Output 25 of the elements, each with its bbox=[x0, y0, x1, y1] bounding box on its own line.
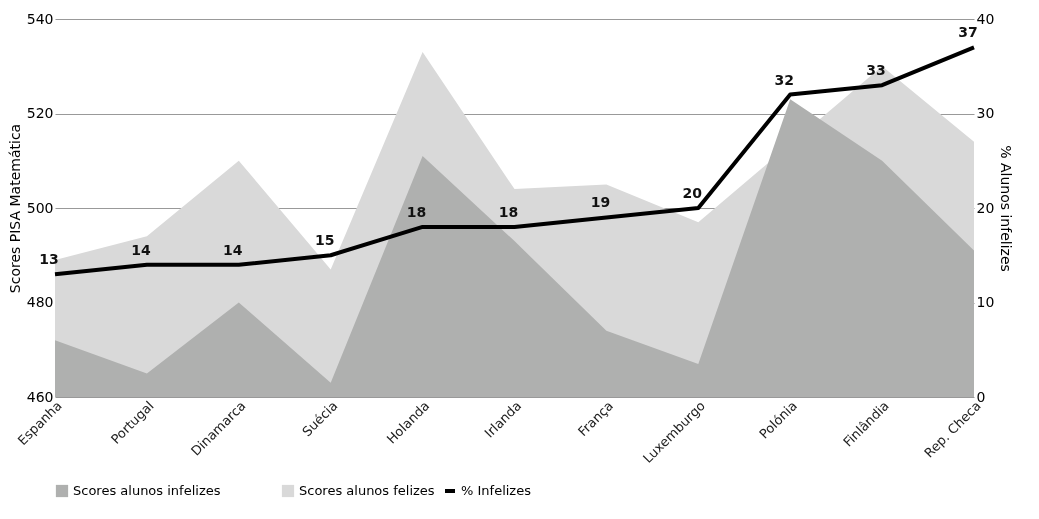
data-label: 14 bbox=[131, 241, 151, 258]
y-tick-label: 520 bbox=[26, 105, 54, 121]
data-label: 20 bbox=[682, 185, 703, 201]
y-tick-label: 460 bbox=[26, 388, 54, 405]
data-label: 14 bbox=[223, 241, 243, 258]
data-label: 18 bbox=[498, 203, 519, 220]
data-label: 37 bbox=[958, 24, 978, 41]
legend-label: Scores alunos felizes bbox=[299, 483, 435, 498]
legend-label: % Infelizes bbox=[461, 483, 532, 498]
data-label: 18 bbox=[406, 203, 427, 220]
data-label: 13 bbox=[39, 251, 59, 268]
y-axis-title: Scores PISA Matemática bbox=[6, 123, 23, 294]
legend-label: Scores alunos infelizes bbox=[73, 483, 221, 498]
y-tick-label: 500 bbox=[26, 199, 54, 216]
y2-tick-label: 10 bbox=[976, 294, 995, 310]
y-tick-label: 480 bbox=[26, 294, 54, 310]
y2-tick-label: 40 bbox=[976, 10, 995, 27]
data-label: 32 bbox=[774, 71, 794, 88]
y2-axis-title: % Alunos infelizes bbox=[998, 145, 1015, 272]
data-label: 15 bbox=[314, 232, 335, 249]
y-tick-label: 540 bbox=[26, 10, 54, 27]
y2-tick-label: 30 bbox=[976, 105, 995, 121]
data-label: 19 bbox=[590, 194, 611, 211]
data-label: 33 bbox=[866, 62, 886, 79]
y2-tick-label: 20 bbox=[976, 199, 995, 216]
